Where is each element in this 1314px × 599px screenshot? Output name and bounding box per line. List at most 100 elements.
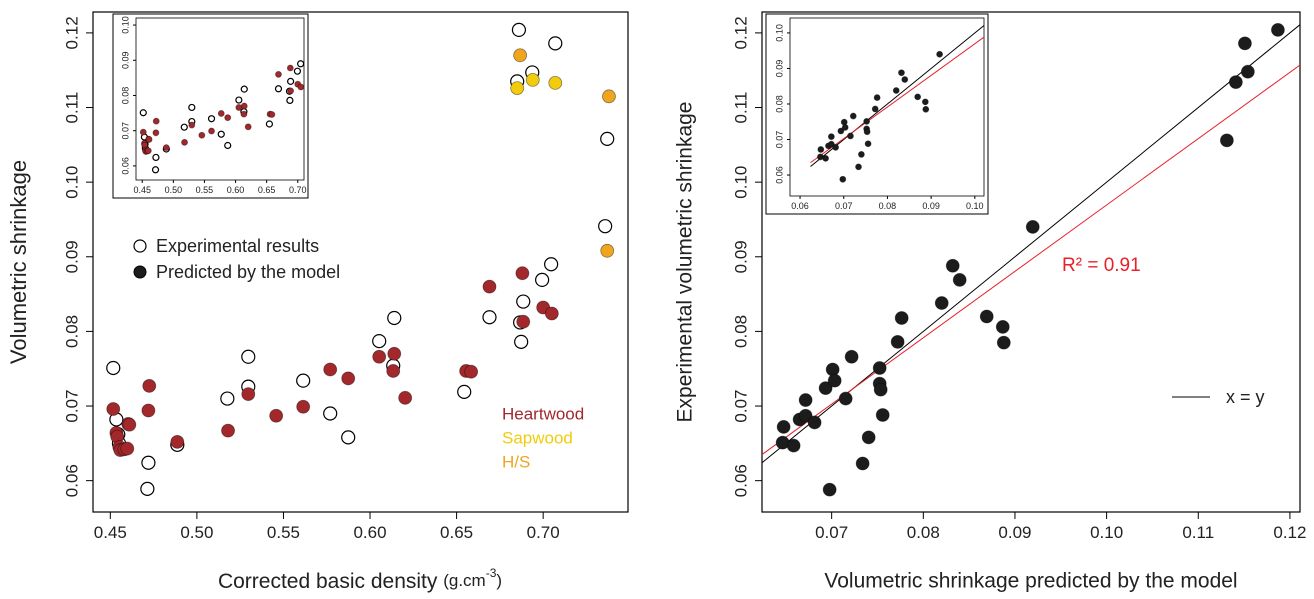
y-tick-label: 0.12 <box>63 16 82 49</box>
predicted-point <box>844 349 859 364</box>
predicted-point <box>807 415 822 430</box>
predicted-point <box>995 320 1010 334</box>
x-tick-label: 0.11 <box>1182 523 1214 542</box>
y-tick-label: 0.09 <box>121 51 131 69</box>
points <box>775 23 1285 497</box>
predicted-point <box>296 399 311 414</box>
predicted-point <box>873 382 888 397</box>
experimental-point <box>240 85 248 93</box>
predicted-point <box>198 131 206 139</box>
y-tick-label: 0.10 <box>775 24 785 42</box>
experimental-point <box>293 67 302 75</box>
predicted-point <box>268 111 276 118</box>
predicted-point <box>894 311 909 325</box>
experimental-point <box>341 430 356 445</box>
predicted-point <box>864 140 872 148</box>
predicted-point <box>827 140 835 148</box>
experimental-point <box>217 130 225 138</box>
predicted-point <box>822 154 830 162</box>
predicted-point <box>798 408 813 423</box>
predicted-point <box>181 138 188 146</box>
experimental-point <box>224 141 232 150</box>
y-tick-label: 0.06 <box>775 166 785 184</box>
predicted-point <box>847 132 854 140</box>
predicted-point <box>776 420 791 434</box>
legend-label: Predicted by the model <box>156 262 340 282</box>
y-tick-label: 0.06 <box>121 157 131 175</box>
predicted-point <box>516 314 531 329</box>
predicted-point <box>934 296 949 310</box>
experimental-point <box>188 103 196 112</box>
x-tick-label: 0.65 <box>440 523 473 542</box>
experimental-point <box>152 153 160 162</box>
predicted-point <box>269 408 284 423</box>
predicted-point <box>936 50 944 58</box>
legend-label: Experimental results <box>156 236 319 256</box>
legend-marker <box>133 265 147 279</box>
experimental-point <box>241 349 256 364</box>
experimental-point <box>387 310 402 326</box>
predicted-point <box>855 456 870 471</box>
x-tick-label: 0.10 <box>966 201 984 211</box>
x-tick-label: 0.60 <box>353 523 386 542</box>
predicted-point <box>482 279 497 294</box>
x-tick-label: 0.08 <box>879 201 897 211</box>
x-tick-label: 0.08 <box>907 523 940 542</box>
experimental-point <box>139 109 147 117</box>
predicted-point <box>144 147 152 155</box>
y-tick-label: 0.09 <box>63 240 82 273</box>
predicted-point <box>120 441 135 456</box>
x-tick-label: 0.50 <box>165 185 183 195</box>
x-tick-label: 0.45 <box>133 185 151 195</box>
y-tick-label: 0.06 <box>63 464 82 497</box>
x-tick-label: 0.07 <box>815 523 848 542</box>
y-tick-label: 0.10 <box>732 166 751 199</box>
predicted-point <box>145 136 153 143</box>
x-tick-label: 0.06 <box>791 201 809 211</box>
predicted-point <box>287 87 295 95</box>
predicted-point <box>832 143 840 151</box>
predicted-point <box>142 378 157 393</box>
experimental-point <box>372 334 387 349</box>
experimental-point <box>548 36 563 51</box>
y-tick-label: 0.06 <box>732 464 751 497</box>
experimental-point <box>511 22 527 38</box>
predicted-point <box>837 127 845 135</box>
x-tick-label: 0.60 <box>227 185 245 195</box>
predicted-point <box>139 128 147 136</box>
predicted-point <box>221 423 235 438</box>
predicted-point <box>786 438 801 453</box>
predicted-point <box>1219 133 1234 148</box>
predicted-point <box>1271 23 1285 37</box>
predicted-point <box>849 112 857 120</box>
predicted-point <box>224 114 232 122</box>
predicted-point <box>386 364 401 378</box>
x-tick-label: 0.45 <box>94 523 127 542</box>
series-label: H/S <box>502 452 530 471</box>
predicted-point <box>141 403 156 418</box>
predicted-point <box>323 362 338 377</box>
predicted-point <box>513 48 528 63</box>
experimental-point <box>318 2 324 8</box>
predicted-point <box>822 482 837 497</box>
predicted-point <box>244 123 252 131</box>
experimental-point <box>140 481 155 496</box>
experimental-point <box>457 384 472 399</box>
y-tick-label: 0.12 <box>732 16 751 49</box>
predicted-point <box>602 89 616 104</box>
predicted-point <box>188 121 196 129</box>
y-tick-label: 0.09 <box>775 60 785 78</box>
predicted-point <box>398 390 413 405</box>
predicted-point <box>861 430 876 445</box>
x-axis-title-text: Corrected basic density <box>218 570 438 593</box>
x-tick-label: 0.50 <box>180 523 213 542</box>
experimental-point <box>535 272 550 288</box>
y-tick-label: 0.07 <box>121 122 131 140</box>
y-axis-title: Experimental volumetric shrinkage <box>674 102 697 423</box>
predicted-point <box>875 408 890 422</box>
x-axis-title: Volumetric shrinkage predicted by the mo… <box>824 570 1237 593</box>
x-tick-label: 0.09 <box>922 201 940 211</box>
lines <box>762 24 1300 464</box>
plot-frame <box>135 17 305 181</box>
x-tick-label: 0.10 <box>1090 523 1123 542</box>
